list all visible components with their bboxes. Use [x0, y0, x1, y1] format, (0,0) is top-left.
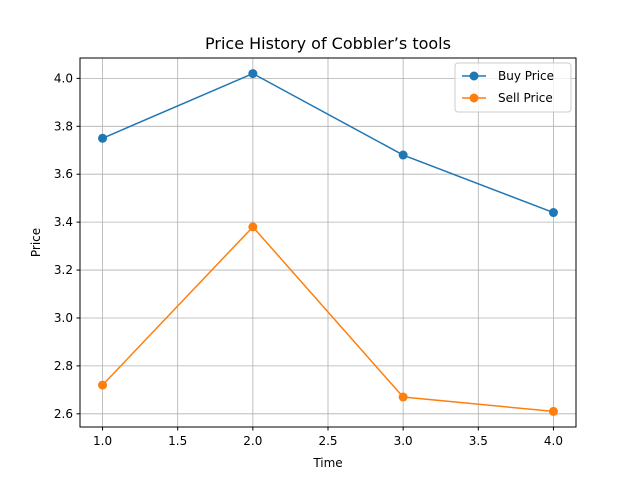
x-tick-label: 4.0: [544, 434, 563, 448]
data-point-buy-price: [248, 69, 258, 79]
legend-label-buy-price: Buy Price: [498, 69, 554, 83]
grid: [80, 58, 576, 427]
data-point-buy-price: [548, 208, 558, 218]
legend-marker-buy-price: [469, 71, 479, 81]
y-tick-label: 3.2: [54, 263, 73, 277]
x-axis-label: Time: [312, 456, 342, 470]
y-tick-label: 2.8: [54, 359, 73, 373]
y-tick-label: 3.4: [54, 215, 73, 229]
x-tick-label: 2.0: [243, 434, 262, 448]
y-tick-label: 3.8: [54, 119, 73, 133]
y-tick-label: 3.0: [54, 311, 73, 325]
data-point-buy-price: [98, 133, 108, 143]
axis-ticks: 1.0 1.5 2.0 2.5 3.0 3.5 4.0 2.6 2.8 3.0 3.2 3.4 3.6 3…: [54, 71, 563, 448]
chart-title: Price History of Cobbler’s tools: [205, 34, 451, 53]
series-line-sell-price: [102, 225, 554, 413]
data-point-buy-price: [398, 150, 408, 160]
legend: Buy Price Sell Price: [454, 62, 572, 113]
x-tick-label: 3.0: [394, 434, 413, 448]
x-tick-label: 1.0: [93, 434, 112, 448]
x-tick-label: 2.5: [318, 434, 337, 448]
y-tick-label: 4.0: [54, 71, 73, 85]
legend-marker-sell-price: [469, 93, 479, 103]
series-line-buy-price: [102, 72, 554, 214]
data-point-sell-price: [98, 380, 108, 390]
y-axis-label: Price: [29, 228, 43, 257]
x-tick-label: 1.5: [168, 434, 187, 448]
data-point-sell-price: [548, 406, 558, 416]
legend-label-sell-price: Sell Price: [498, 91, 553, 105]
y-tick-label: 3.6: [54, 167, 73, 181]
data-point-sell-price: [248, 222, 258, 232]
data-point-sell-price: [398, 392, 408, 402]
x-tick-label: 3.5: [469, 434, 488, 448]
series-layer: [98, 69, 558, 416]
y-tick-label: 2.6: [54, 407, 73, 421]
